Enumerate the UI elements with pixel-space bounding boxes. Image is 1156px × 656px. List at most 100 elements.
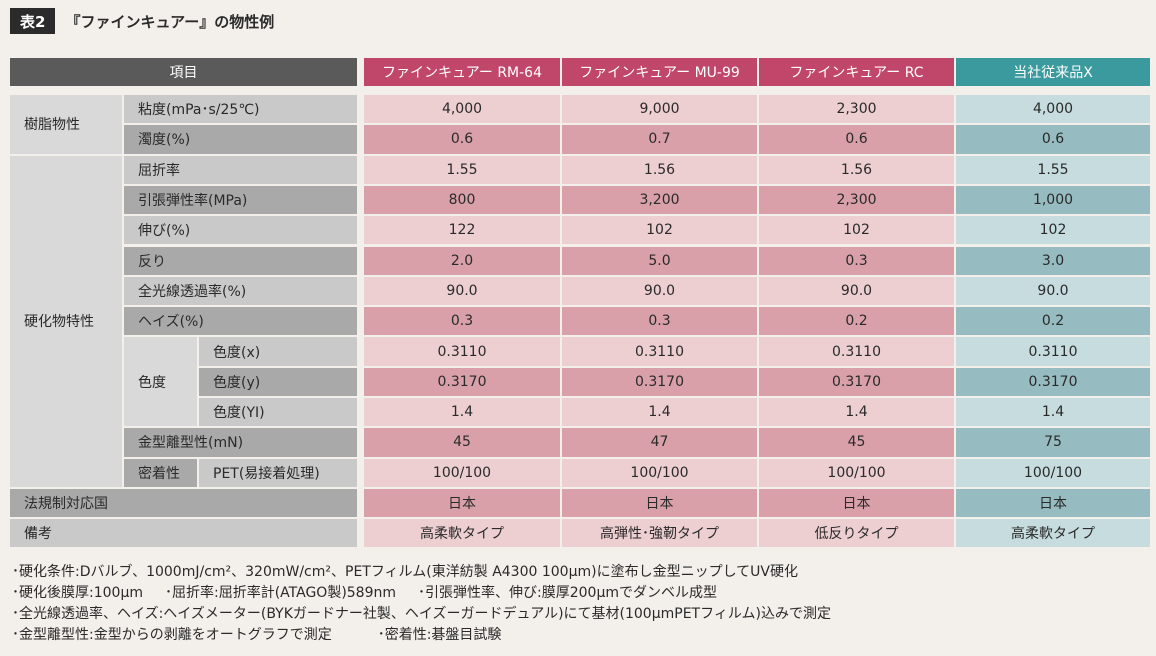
value-cell: 800 — [364, 185, 560, 215]
footnote-line: ･硬化条件:Dバルブ、1000mJ/cm²、320mW/cm²、PETフィルム(… — [12, 562, 1142, 583]
footnote-text: ･金型離型性:金型からの剥離をオートグラフで測定 — [12, 627, 332, 643]
value-cell: 日本 — [562, 488, 757, 518]
footnotes: ･硬化条件:Dバルブ、1000mJ/cm²、320mW/cm²、PETフィルム(… — [12, 562, 1142, 646]
group-resin: 樹脂物性 — [10, 95, 122, 154]
value-cell: 0.6 — [759, 125, 954, 154]
header-product-3: 当社従来品X — [956, 58, 1150, 86]
footnote-text: ･硬化条件:Dバルブ、1000mJ/cm²、320mW/cm²、PETフィルム(… — [12, 564, 798, 580]
row-label: 粘度(mPa･s/25℃) — [124, 95, 357, 124]
row-label: 伸び(%) — [124, 216, 357, 245]
value-cell: 0.3110 — [364, 337, 560, 366]
value-cell: 0.3170 — [956, 367, 1150, 396]
value-cell: 0.2 — [956, 307, 1150, 336]
value-cell: 0.3 — [364, 307, 560, 336]
value-cell: 1.56 — [562, 155, 757, 184]
value-cell: 122 — [364, 216, 560, 245]
value-cell: 0.2 — [759, 307, 954, 336]
value-cell: 100/100 — [562, 458, 757, 487]
value-cell: 日本 — [364, 488, 560, 518]
value-cell: 日本 — [759, 488, 954, 518]
value-cell: 0.3110 — [759, 337, 954, 366]
value-cell: 2.0 — [364, 246, 560, 275]
row-label: 金型離型性(mN) — [124, 428, 357, 457]
value-cell: 75 — [956, 428, 1150, 457]
value-cell: 102 — [759, 216, 954, 245]
value-cell: 9,000 — [562, 95, 757, 124]
value-cell: 0.3110 — [956, 337, 1150, 366]
row-label: 色度(YI) — [199, 398, 357, 427]
header-item: 項目 — [10, 58, 357, 86]
footnote-line: ･硬化後膜厚:100μm ･屈折率:屈折率計(ATAGO製)589nm ･引張弾性率… — [12, 583, 1142, 604]
value-cell: 90.0 — [364, 276, 560, 306]
header-product-1: ファインキュアー MU-99 — [562, 58, 757, 86]
value-cell: 100/100 — [364, 458, 560, 487]
footnote-text: ･硬化後膜厚:100μm — [12, 585, 143, 601]
value-cell: 高弾性･強靭タイプ — [562, 519, 757, 548]
value-cell: 1.4 — [562, 398, 757, 427]
header-product-0: ファインキュアー RM-64 — [364, 58, 560, 86]
value-cell: 1,000 — [956, 185, 1150, 215]
value-cell: 4,000 — [364, 95, 560, 124]
value-cell: 90.0 — [562, 276, 757, 306]
value-cell: 1.56 — [759, 155, 954, 184]
value-cell: 3.0 — [956, 246, 1150, 275]
table-caption: 『ファインキュアー』の物性例 — [65, 12, 275, 31]
value-cell: 0.3110 — [562, 337, 757, 366]
value-cell: 100/100 — [956, 458, 1150, 487]
value-cell: 1.55 — [956, 155, 1150, 184]
value-cell: 0.3 — [759, 246, 954, 275]
value-cell: 1.4 — [759, 398, 954, 427]
row-label: 反り — [124, 246, 357, 275]
value-cell: 45 — [759, 428, 954, 457]
table-title: 表2 『ファインキュアー』の物性例 — [10, 8, 274, 34]
value-cell: 0.3170 — [759, 367, 954, 396]
table-number-badge: 表2 — [10, 8, 56, 34]
footnote-text: ･密着性:碁盤目試験 — [377, 627, 502, 643]
property-table: 項目 ファインキュアー RM-64 ファインキュアー MU-99 ファインキュアー R… — [10, 58, 1150, 548]
value-cell: 0.3170 — [364, 367, 560, 396]
row-label: 備考 — [10, 519, 357, 548]
footnote-line: ･全光線透過率、ヘイズ:ヘイズメーター(BYKガードナー社製、ヘイズーガードデュ… — [12, 604, 1142, 625]
header-product-2: ファインキュアー RC — [759, 58, 954, 86]
row-label: PET(易接着処理) — [199, 458, 357, 487]
value-cell: 4,000 — [956, 95, 1150, 124]
value-cell: 5.0 — [562, 246, 757, 275]
row-label: 引張弾性率(MPa) — [124, 185, 357, 215]
value-cell: 0.6 — [956, 125, 1150, 154]
group-color: 色度 — [124, 337, 197, 427]
footnote-text: ･屈折率:屈折率計(ATAGO製)589nm — [164, 585, 397, 601]
row-label: 法規制対応国 — [10, 488, 357, 518]
row-label: 全光線透過率(%) — [124, 276, 357, 306]
value-cell: 90.0 — [956, 276, 1150, 306]
footnote-line: ･金型離型性:金型からの剥離をオートグラフで測定 ･密着性:碁盤目試験 — [12, 625, 1142, 646]
value-cell: 45 — [364, 428, 560, 457]
value-cell: 高柔軟タイプ — [364, 519, 560, 548]
value-cell: 0.3170 — [562, 367, 757, 396]
value-cell: 1.4 — [364, 398, 560, 427]
value-cell: 2,300 — [759, 185, 954, 215]
row-label: 色度(x) — [199, 337, 357, 366]
footnote-text: ･引張弾性率、伸び:膜厚200μmでダンベル成型 — [418, 585, 717, 601]
value-cell: 3,200 — [562, 185, 757, 215]
value-cell: 1.4 — [956, 398, 1150, 427]
value-cell: 0.3 — [562, 307, 757, 336]
value-cell: 高柔軟タイプ — [956, 519, 1150, 548]
value-cell: 2,300 — [759, 95, 954, 124]
group-cured: 硬化物特性 — [10, 155, 122, 487]
row-label: ヘイズ(%) — [124, 307, 357, 336]
value-cell: 102 — [562, 216, 757, 245]
value-cell: 102 — [956, 216, 1150, 245]
group-adhesion: 密着性 — [124, 458, 197, 487]
value-cell: 90.0 — [759, 276, 954, 306]
row-label: 色度(y) — [199, 367, 357, 396]
footnote-text: ･全光線透過率、ヘイズ:ヘイズメーター(BYKガードナー社製、ヘイズーガードデュ… — [12, 606, 831, 622]
value-cell: 日本 — [956, 488, 1150, 518]
row-label: 濁度(%) — [124, 125, 357, 154]
value-cell: 1.55 — [364, 155, 560, 184]
value-cell: 低反りタイプ — [759, 519, 954, 548]
value-cell: 100/100 — [759, 458, 954, 487]
value-cell: 0.6 — [364, 125, 560, 154]
value-cell: 47 — [562, 428, 757, 457]
row-label: 屈折率 — [124, 155, 357, 184]
value-cell: 0.7 — [562, 125, 757, 154]
